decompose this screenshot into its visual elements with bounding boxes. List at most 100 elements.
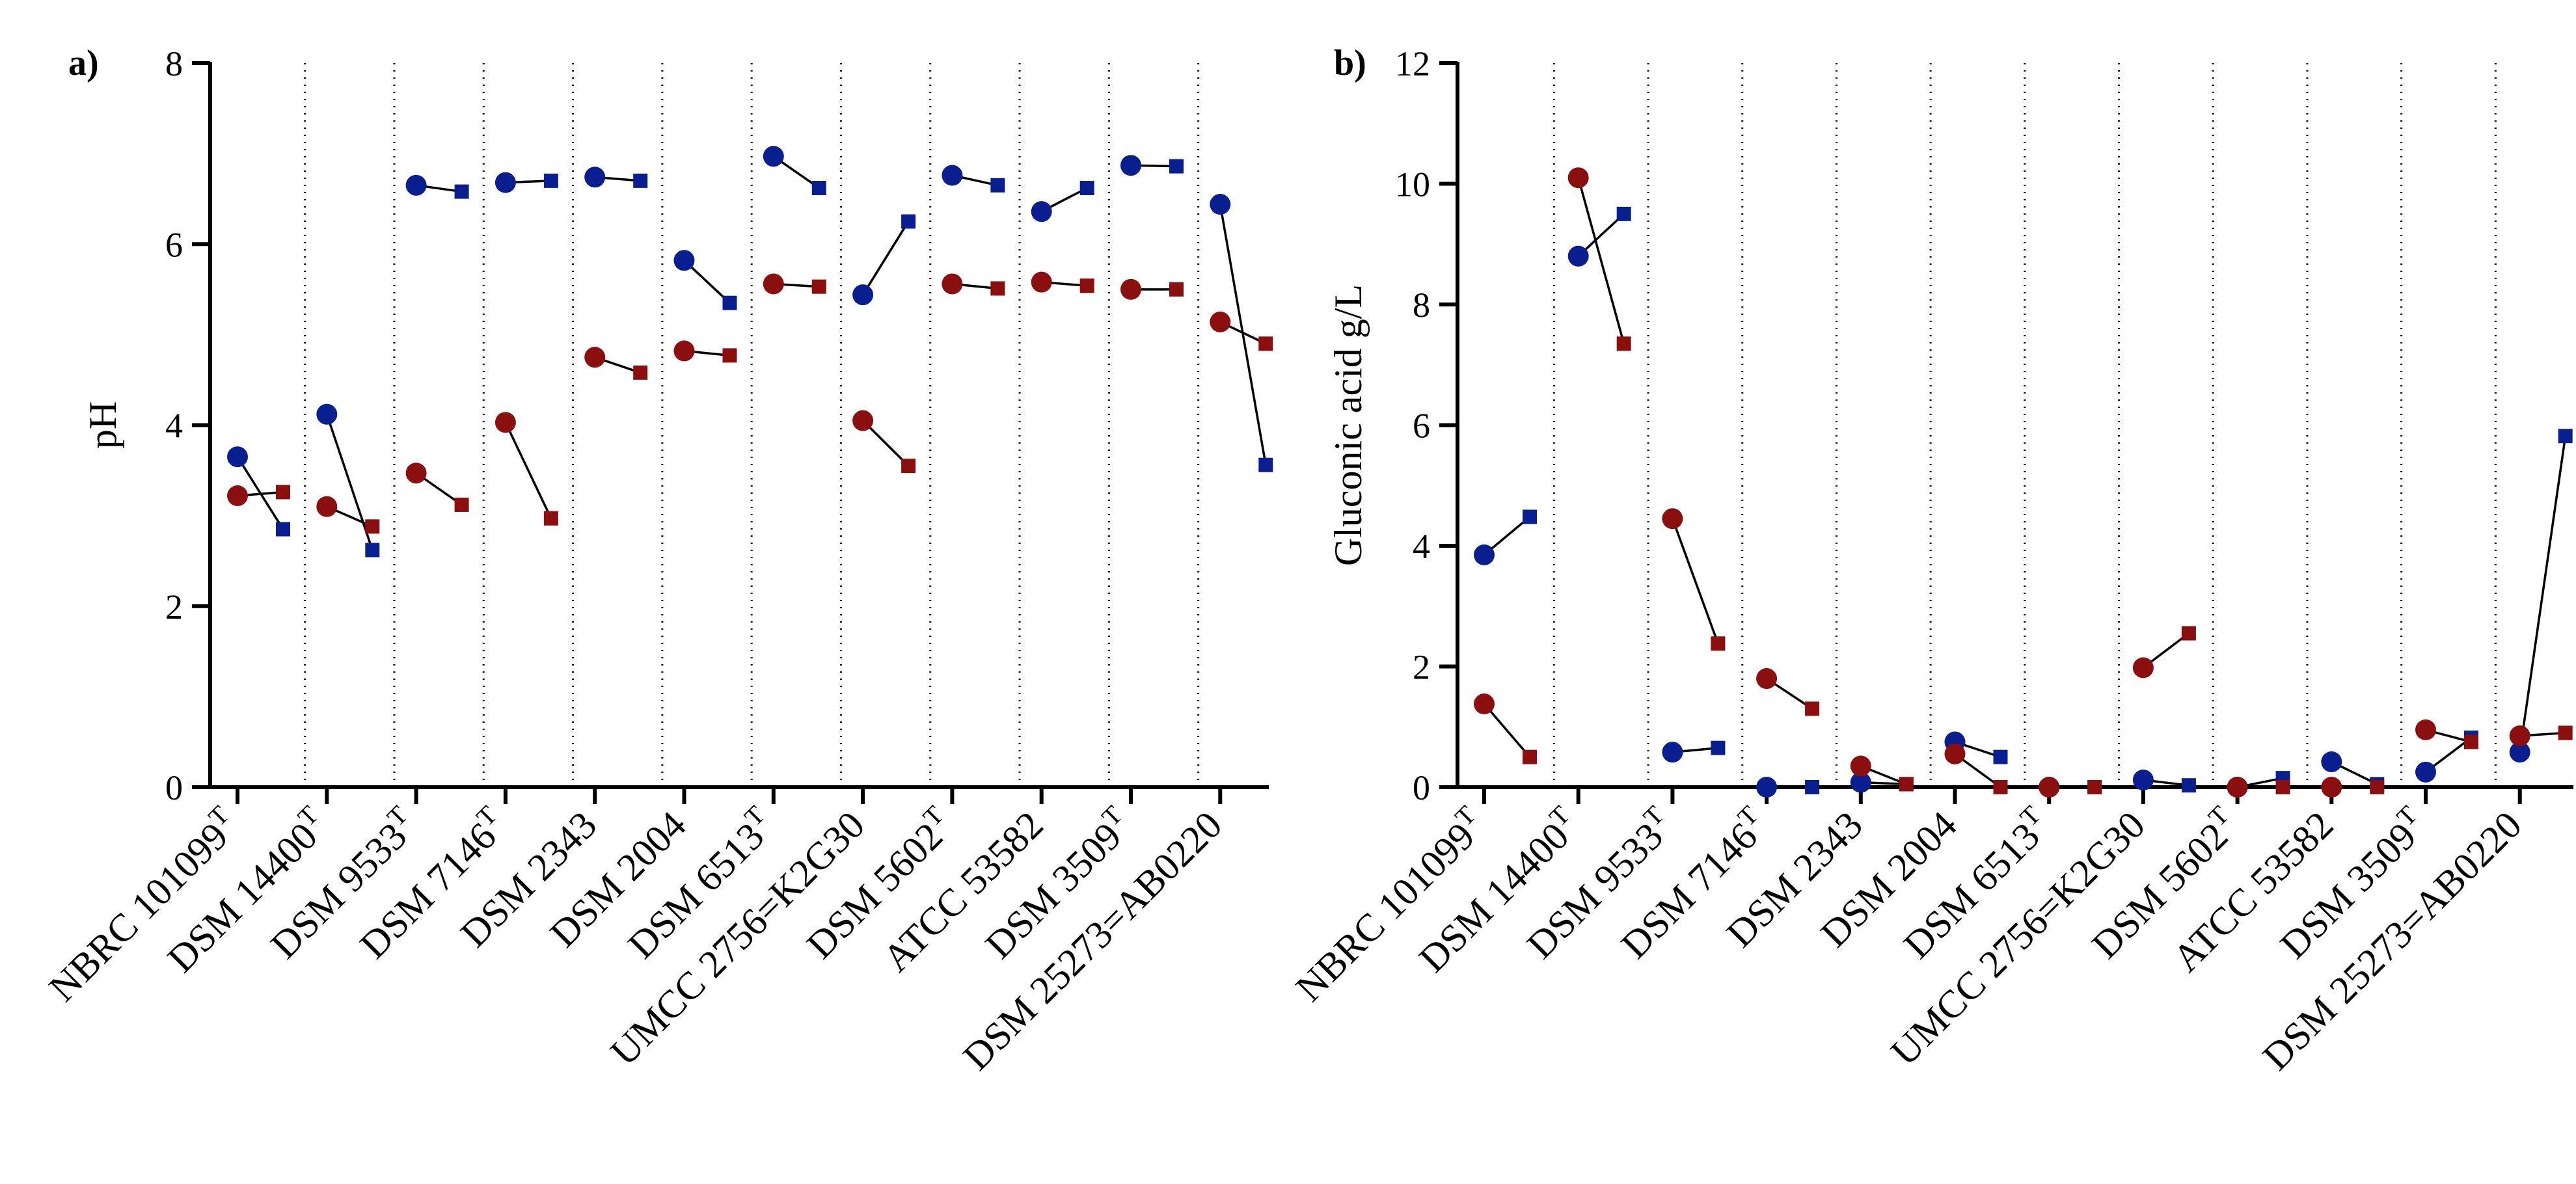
y-tick-label: 8: [1413, 286, 1430, 325]
series-red-link: [861, 420, 910, 467]
series-red-link: [1483, 703, 1531, 758]
y-tick-label: 10: [1395, 165, 1430, 204]
series-red-end-point: [1258, 336, 1273, 351]
series-red-start-point: [2227, 777, 2248, 798]
series-red-start-point: [1662, 508, 1683, 530]
series-blue-start-point: [1756, 777, 1778, 798]
series-blue-start-point: [1567, 245, 1589, 267]
series-red-start-point: [763, 273, 784, 295]
series-red-end-point: [633, 365, 648, 380]
series-blue-start-point: [2509, 742, 2530, 763]
series-red-link: [1671, 518, 1720, 644]
series-blue-start-point: [2321, 751, 2342, 773]
series-blue-start-point: [942, 165, 963, 186]
series-blue-end-point: [990, 178, 1005, 193]
series-red-start-point: [584, 347, 606, 368]
series-red-start-point: [227, 485, 248, 507]
series-red-end-point: [2370, 780, 2385, 794]
series-blue-link: [2518, 435, 2567, 753]
series-blue-link: [861, 221, 910, 296]
series-red-start-point: [495, 412, 516, 433]
y-tick-label: 2: [165, 587, 183, 626]
series-red-end-point: [365, 519, 380, 534]
series-red-end-point: [1616, 336, 1631, 351]
series-red-link: [504, 422, 552, 519]
series-red-start-point: [2509, 725, 2530, 747]
series-red-end-point: [1711, 636, 1726, 651]
series-red-start-point: [405, 463, 427, 484]
series-blue-end-point: [365, 543, 380, 558]
series-red-start-point: [1120, 278, 1141, 300]
series-red-start-point: [1944, 743, 1966, 764]
series-blue-start-point: [763, 146, 784, 167]
series-red-start-point: [673, 340, 695, 362]
series-red-end-point: [1805, 701, 1820, 716]
y-tick-label: 0: [1413, 768, 1430, 807]
series-blue-end-point: [811, 180, 826, 195]
series-red-end-point: [990, 281, 1005, 296]
series-blue-start-point: [673, 250, 695, 271]
series-blue-end-point: [1993, 749, 2008, 764]
series-blue-end-point: [633, 173, 648, 188]
series-blue-start-point: [1210, 194, 1231, 215]
series-red-end-point: [722, 348, 737, 363]
series-red-end-point: [1899, 777, 1914, 792]
y-axis-label: Gluconic acid g/L: [1327, 284, 1370, 566]
series-red-end-point: [2181, 626, 2196, 641]
series-red-end-point: [1169, 282, 1184, 297]
series-red-start-point: [316, 496, 338, 517]
y-tick-label: 4: [1413, 527, 1430, 566]
series-blue-start-point: [495, 172, 516, 193]
series-blue-end-point: [1079, 180, 1094, 195]
y-tick-label: 12: [1395, 44, 1430, 83]
y-tick-label: 6: [1413, 407, 1430, 446]
series-blue-start-point: [1850, 772, 1871, 793]
series-red-start-point: [1210, 311, 1231, 332]
series-blue-start-point: [852, 284, 874, 306]
series-blue-end-point: [722, 295, 737, 310]
series-red-end-point: [1079, 278, 1094, 293]
series-blue-link: [325, 414, 373, 551]
series-red-start-point: [2132, 657, 2154, 679]
series-blue-end-point: [1258, 457, 1273, 472]
series-blue-end-point: [901, 214, 916, 229]
series-red-start-point: [1756, 668, 1778, 690]
series-blue-end-point: [276, 522, 290, 537]
series-blue-end-point: [543, 173, 558, 188]
panel-b-label: b): [1334, 43, 1366, 83]
series-blue-end-point: [2181, 778, 2196, 793]
series-red-link: [1577, 177, 1625, 344]
series-red-end-point: [2087, 780, 2102, 794]
series-red-start-point: [942, 273, 963, 295]
series-red-end-point: [276, 485, 290, 500]
series-blue-start-point: [405, 174, 427, 196]
y-axis-label: pH: [81, 401, 124, 449]
series-red-end-point: [2464, 734, 2478, 749]
series-blue-start-point: [2132, 769, 2154, 790]
series-red-end-point: [2275, 780, 2290, 794]
y-tick-label: 6: [165, 225, 183, 264]
y-tick-label: 4: [165, 407, 183, 446]
series-red-start-point: [1031, 271, 1052, 293]
series-red-end-point: [901, 459, 916, 474]
series-blue-start-point: [2415, 761, 2436, 783]
series-red-end-point: [543, 511, 558, 526]
series-blue-start-point: [1120, 155, 1141, 176]
series-blue-end-point: [1523, 509, 1537, 524]
y-tick-label: 8: [165, 44, 183, 83]
series-blue-end-point: [1711, 740, 1726, 755]
series-red-start-point: [2039, 777, 2060, 798]
series-blue-start-point: [227, 446, 248, 468]
series-red-end-point: [1523, 749, 1537, 764]
series-red-end-point: [454, 497, 469, 512]
series-red-end-point: [1993, 780, 2008, 794]
series-blue-link: [1219, 204, 1268, 466]
series-red-start-point: [1850, 755, 1871, 777]
series-red-end-point: [2558, 725, 2573, 740]
series-red-start-point: [1474, 693, 1495, 715]
series-blue-start-point: [584, 167, 606, 188]
series-blue-end-point: [1616, 206, 1631, 221]
y-tick-label: 2: [1413, 648, 1430, 687]
